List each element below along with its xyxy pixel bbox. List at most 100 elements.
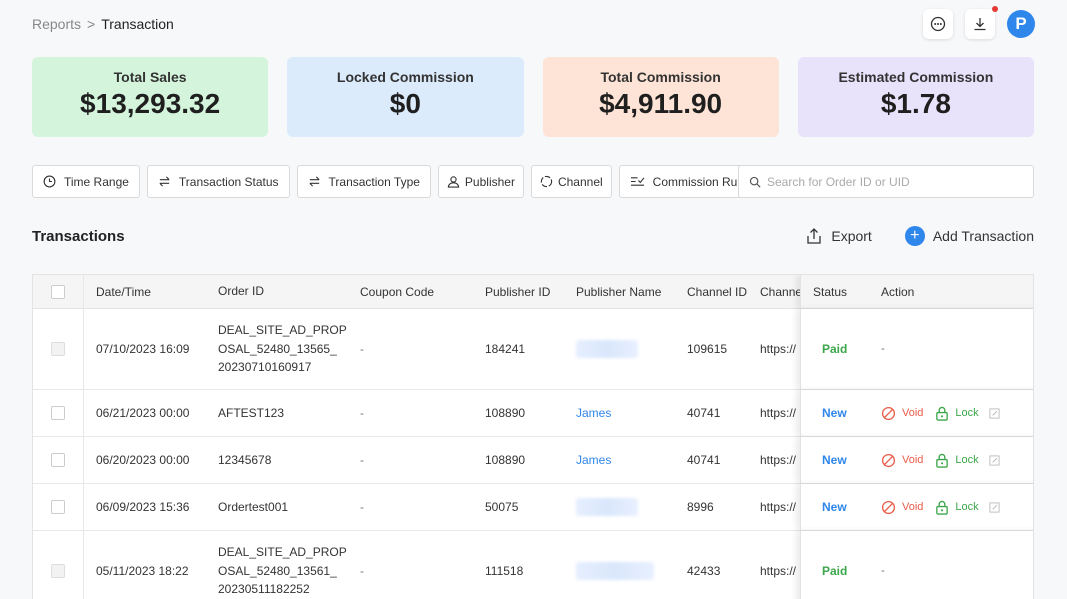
card-label: Estimated Commission [838,69,994,85]
table-actions: Export + Add Transaction [805,226,1034,246]
table-row[interactable]: 06/21/2023 00:00 AFTEST123 - 108890 Jame… [33,390,1033,437]
publisher-id-cell: 184241 [485,342,526,356]
commission-rule-filter[interactable]: Commission Rule [618,165,758,198]
col-header-channel[interactable]: Channel [760,284,800,299]
transactions-table: Date/Time Order ID Coupon Code Publisher… [32,274,1034,599]
edit-icon[interactable] [989,407,1000,419]
channel-icon [540,175,553,188]
card-value: $0 [389,88,421,119]
date-cell: 06/09/2023 15:36 [96,500,190,514]
order-id-line: DEAL_SITE_AD_PROP [218,323,347,338]
col-header-order-id[interactable]: Order ID [218,284,265,299]
fixed-row-columns: Paid - [800,309,1033,389]
date-cell: 06/20/2023 00:00 [96,453,190,467]
table-row[interactable]: 06/20/2023 00:00 12345678 - 108890 James… [33,437,1033,484]
table-row[interactable]: 07/10/2023 16:09 DEAL_SITE_AD_PROP OSAL_5… [33,309,1033,390]
order-id-line: 12345678 [218,452,272,467]
edit-icon[interactable] [989,501,1000,513]
col-header-publisher-name[interactable]: Publisher Name [576,284,662,299]
channel-id-cell: 40741 [687,453,721,467]
publisher-name-cell [564,531,675,599]
status-badge: Paid [822,342,848,356]
lock-button[interactable]: Lock [955,454,979,466]
date-cell: 05/11/2023 18:22 [96,564,189,578]
table-body: 07/10/2023 16:09 DEAL_SITE_AD_PROP OSAL_5… [33,309,1033,599]
table-header: Date/Time Order ID Coupon Code Publisher… [33,275,1033,309]
table-row[interactable]: 06/09/2023 15:36 Ordertest001 - 50075 89… [33,484,1033,531]
rule-icon [630,177,645,186]
card-value: $1.78 [880,88,951,119]
coupon-code-cell: - [360,453,364,467]
status-cell: Paid [801,531,869,599]
void-button[interactable]: Void [902,501,924,513]
channel-filter[interactable]: Channel [530,165,612,198]
col-header-date[interactable]: Date/Time [96,284,151,299]
transaction-status-filter[interactable]: Transaction Status [146,165,290,198]
swap-icon [308,176,320,187]
action-placeholder: - [881,343,885,355]
search-box[interactable] [738,165,1034,198]
row-checkbox-cell [33,390,84,436]
select-all-cell [33,275,84,308]
publisher-name-cell [564,309,675,389]
filter-label: Time Range [64,174,129,189]
swap-icon [159,176,170,187]
user-icon [447,176,460,188]
col-header-publisher-id[interactable]: Publisher ID [485,284,551,299]
void-button[interactable]: Void [902,454,924,466]
export-button[interactable]: Export [805,227,872,245]
col-header-status[interactable]: Status [813,284,848,299]
card-value: $13,293.32 [80,88,221,119]
more-icon [930,16,946,32]
fixed-header-columns: Status Action ▾ [800,275,1033,308]
coupon-code-cell: - [360,564,364,578]
row-checkbox[interactable] [51,564,65,578]
add-transaction-button[interactable]: + Add Transaction [904,226,1034,246]
breadcrumb-reports[interactable]: Reports [32,16,82,32]
order-id-line: OSAL_52480_13565_ [218,341,337,356]
lock-button[interactable]: Lock [955,407,979,419]
publisher-id-cell: 108890 [485,406,526,420]
edit-icon[interactable] [989,454,1000,466]
row-checkbox[interactable] [51,453,65,467]
table-row[interactable]: 05/11/2023 18:22 DEAL_SITE_AD_PROP OSAL_5… [33,531,1033,599]
channel-id-cell: 109615 [687,342,728,356]
more-button[interactable] [923,9,953,39]
void-button[interactable]: Void [902,407,924,419]
publisher-filter[interactable]: Publisher [437,165,524,198]
channel-id-cell: 42433 [687,564,721,578]
void-icon [881,500,896,514]
row-checkbox[interactable] [51,342,65,356]
publisher-name-cell: James [564,390,675,436]
time-range-filter[interactable]: Time Range [32,165,140,198]
filter-label: Channel [557,174,603,189]
order-id-cell: DEAL_SITE_AD_PROP OSAL_52480_13561_ 202305… [206,531,348,599]
coupon-code-cell: - [360,406,364,420]
avatar[interactable]: P [1007,10,1035,38]
action-cell: Void Lock [869,390,1033,436]
date-cell: 06/21/2023 00:00 [96,406,190,420]
select-all-checkbox[interactable] [51,284,65,299]
channel-id-cell: 8996 [687,500,714,514]
row-checkbox-cell [33,484,84,530]
transaction-type-filter[interactable]: Transaction Type [296,165,431,198]
status-cell: New [801,484,869,530]
card-label: Locked Commission [336,69,474,85]
publisher-name-link[interactable]: James [576,406,612,420]
fixed-row-columns: New Void Lock [800,390,1033,436]
row-checkbox[interactable] [51,406,65,420]
col-header-coupon-code[interactable]: Coupon Code [360,284,435,299]
status-badge: New [822,406,847,420]
col-header-channel-id[interactable]: Channel ID [687,284,748,299]
filter-label: Transaction Status [178,174,279,189]
lock-button[interactable]: Lock [955,501,979,513]
search-input[interactable] [767,174,1017,189]
download-button[interactable] [965,6,998,39]
publisher-id-cell: 108890 [485,453,526,467]
order-id-cell: 12345678 [206,437,348,483]
status-badge: Paid [822,564,848,578]
publisher-name-link[interactable]: James [576,453,612,467]
add-transaction-label: Add Transaction [932,228,1034,244]
row-checkbox[interactable] [51,500,65,514]
order-id-cell: DEAL_SITE_AD_PROP OSAL_52480_13565_ 202307… [206,309,348,389]
